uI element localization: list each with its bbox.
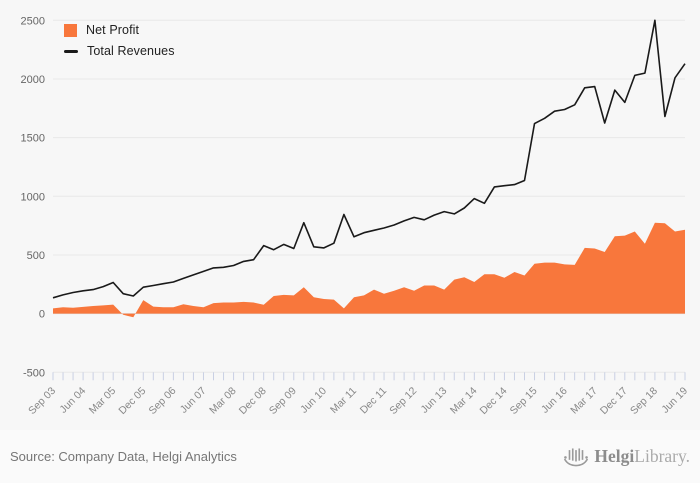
brand-library: Library. xyxy=(634,445,690,466)
brand-text: HelgiLibrary. xyxy=(594,445,690,466)
y-axis-label: -500 xyxy=(23,367,45,379)
x-axis-label: Mar 05 xyxy=(87,385,119,417)
legend-label: Net Profit xyxy=(86,23,140,37)
x-axis-label: Sep 09 xyxy=(267,385,299,417)
x-axis-label: Dec 11 xyxy=(358,385,390,417)
x-axis-label: Sep 06 xyxy=(146,385,178,417)
x-axis-label: Mar 17 xyxy=(568,385,600,417)
total-revenues-swatch-icon xyxy=(64,49,78,53)
x-axis-label: Dec 17 xyxy=(598,385,630,417)
net-profit-area xyxy=(53,222,685,318)
x-axis-label: Sep 15 xyxy=(508,385,540,417)
total-revenues-line xyxy=(52,19,686,299)
chart-footer: Source: Company Data, Helgi Analytics He… xyxy=(0,430,700,483)
helgi-library-logo: HelgiLibrary. xyxy=(563,446,690,468)
legend-item-total-revenues[interactable]: Total Revenues xyxy=(64,44,175,58)
legend-label: Total Revenues xyxy=(87,44,175,58)
x-axis-label: Jun 04 xyxy=(57,385,88,416)
source-attribution: Source: Company Data, Helgi Analytics xyxy=(10,449,237,464)
x-axis-label: Dec 05 xyxy=(116,385,148,417)
x-axis-label: Jun 13 xyxy=(419,385,450,416)
x-axis-label: Mar 14 xyxy=(448,385,480,417)
x-axis-label: Jun 19 xyxy=(659,385,690,416)
x-axis-label: Dec 14 xyxy=(478,385,510,417)
x-axis-label: Jun 07 xyxy=(178,385,209,416)
y-axis-label: 1000 xyxy=(21,191,45,203)
legend-item-net-profit[interactable]: Net Profit xyxy=(64,23,175,37)
x-axis-label: Sep 18 xyxy=(628,385,660,417)
x-axis-label: Mar 11 xyxy=(328,385,359,416)
x-axis-label: Jun 16 xyxy=(539,385,570,416)
y-axis-label: 0 xyxy=(39,309,45,321)
x-axis-label: Dec 08 xyxy=(237,385,269,417)
y-axis-label: 2500 xyxy=(21,15,45,27)
x-axis-label: Sep 03 xyxy=(26,385,58,417)
y-axis-label: 1500 xyxy=(21,133,45,145)
brand-helgi: Helgi xyxy=(594,445,635,466)
helgi-ship-icon xyxy=(564,447,589,466)
y-axis-label: 2000 xyxy=(21,74,45,86)
net-profit-swatch-icon xyxy=(64,23,77,37)
x-axis-label: Mar 08 xyxy=(207,385,239,417)
y-axis-label: 500 xyxy=(27,250,45,262)
x-axis-label: Jun 10 xyxy=(298,385,329,416)
x-axis-label: Sep 12 xyxy=(387,385,419,417)
revenue-profit-chart: 2500 2000 1500 1000 500 0 -500 Sep 03 Jun 04 Mar … xyxy=(21,15,691,417)
chart-legend: Net Profit Total Revenues xyxy=(64,23,175,58)
